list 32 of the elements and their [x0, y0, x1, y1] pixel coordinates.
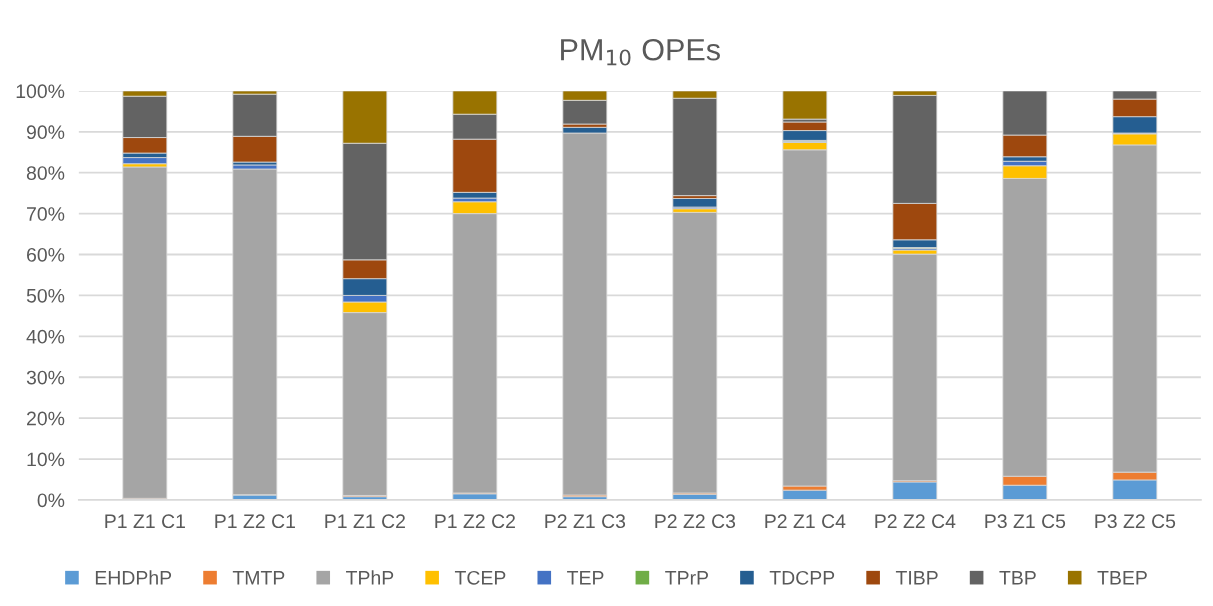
y-tick-label: 0% — [37, 493, 65, 508]
legend-label: TIBP — [895, 571, 938, 585]
y-tick-label: 30% — [26, 370, 65, 385]
legend-label: TBEP — [1097, 571, 1147, 585]
y-tick-label: 40% — [26, 329, 65, 344]
x-tick-label: P1 Z2 C2 — [435, 514, 515, 529]
chart-title: PM$_{10}$ OPEs — [561, 38, 720, 66]
y-tick-label: 10% — [27, 452, 65, 467]
x-tick-label: P3 Z2 C5 — [1095, 514, 1176, 529]
legend-label: TCEP — [454, 570, 506, 585]
x-tick-label: P2 Z2 C4 — [875, 514, 956, 529]
x-tick-label: P3 Z1 C5 — [985, 514, 1066, 529]
x-tick-label: P1 Z1 C1 — [105, 514, 185, 529]
legend-label: TEP — [567, 571, 604, 585]
legend-label: TPrP — [665, 571, 708, 585]
x-tick-label: P2 Z1 C4 — [765, 514, 846, 529]
x-tick-label: P2 Z1 C3 — [545, 514, 626, 529]
x-tick-label: P1 Z2 C1 — [215, 514, 295, 529]
y-tick-label: 20% — [27, 411, 65, 426]
legend-label: TBP — [999, 571, 1036, 585]
legend-label: EHDPhP — [95, 570, 172, 585]
legend-label: TDCPP — [769, 570, 835, 585]
y-tick-label: 70% — [27, 207, 65, 221]
y-tick-label: 90% — [26, 125, 65, 140]
y-tick-label: 60% — [27, 247, 65, 262]
x-tick-label: P2 Z2 C3 — [655, 514, 736, 529]
legend-label: TMTP — [232, 571, 285, 585]
y-tick-label: 100% — [16, 84, 65, 99]
y-tick-label: 80% — [26, 166, 65, 180]
y-tick-label: 50% — [26, 288, 65, 303]
legend-label: TPhP — [346, 570, 394, 585]
x-tick-label: P1 Z1 C2 — [325, 514, 405, 529]
